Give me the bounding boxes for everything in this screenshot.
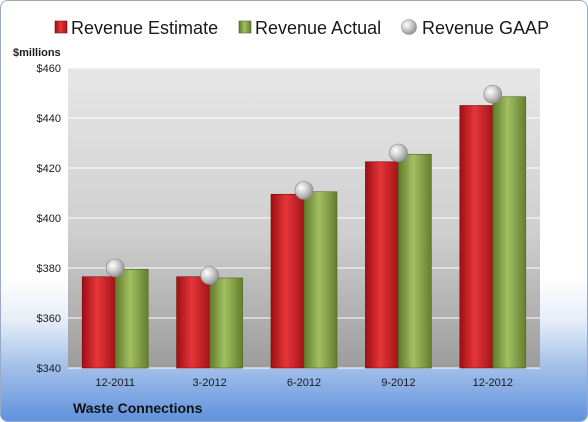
y-tick-label: $440 <box>37 113 61 125</box>
marker-revenue-gaap <box>389 143 408 163</box>
bar-revenue-estimate <box>81 276 116 369</box>
legend-item-revenue-gaap: Revenue GAAP <box>401 18 549 38</box>
legend-swatch-revenue-actual <box>238 20 252 34</box>
legend-item-revenue-estimate: Revenue Estimate <box>54 18 218 38</box>
y-tick-label: $420 <box>37 163 61 175</box>
marker-revenue-gaap <box>200 266 219 285</box>
legend-swatch-revenue-gaap <box>401 19 417 35</box>
x-tick-label: 12-2012 <box>473 377 513 389</box>
y-tick-label: $400 <box>37 213 61 225</box>
bar-revenue-actual <box>209 277 243 369</box>
bars <box>81 96 527 369</box>
bar-revenue-estimate <box>365 161 399 369</box>
company-name: Waste Connections <box>73 400 203 416</box>
bar-revenue-estimate <box>176 276 210 369</box>
gaap-markers <box>105 84 503 285</box>
x-tick-label: 9-2012 <box>381 377 415 389</box>
marker-revenue-gaap <box>483 84 503 104</box>
bar-revenue-actual <box>492 96 527 369</box>
marker-revenue-gaap <box>105 258 125 278</box>
bar-revenue-actual <box>114 268 149 369</box>
y-tick-label: $380 <box>37 263 61 275</box>
x-axis-tick-labels: 12-2011 3-2012 6-2012 9-2012 12-2012 <box>95 377 513 389</box>
legend-label-revenue-actual: Revenue Actual <box>255 18 381 38</box>
legend: Revenue Estimate Revenue Actual Revenue … <box>54 18 549 38</box>
y-tick-label: $340 <box>37 363 61 375</box>
marker-revenue-gaap <box>294 181 314 200</box>
legend-item-revenue-actual: Revenue Actual <box>238 18 381 38</box>
bar-revenue-actual <box>303 191 338 369</box>
legend-label-revenue-gaap: Revenue GAAP <box>422 18 549 38</box>
y-tick-label: $360 <box>37 313 61 325</box>
bar-revenue-estimate <box>459 105 494 369</box>
x-tick-label: 6-2012 <box>287 377 321 389</box>
bar-revenue-estimate <box>270 193 305 369</box>
x-tick-label: 12-2011 <box>95 377 135 389</box>
y-axis-tick-labels: $340 $360 $380 $400 $420 $440 $460 <box>37 63 61 375</box>
y-axis-unit-label: $millions <box>13 47 61 59</box>
bar-revenue-actual <box>398 153 432 369</box>
legend-swatch-revenue-estimate <box>54 20 68 34</box>
x-tick-label: 3-2012 <box>192 377 226 389</box>
y-tick-label: $460 <box>37 63 61 75</box>
legend-label-revenue-estimate: Revenue Estimate <box>71 18 218 38</box>
